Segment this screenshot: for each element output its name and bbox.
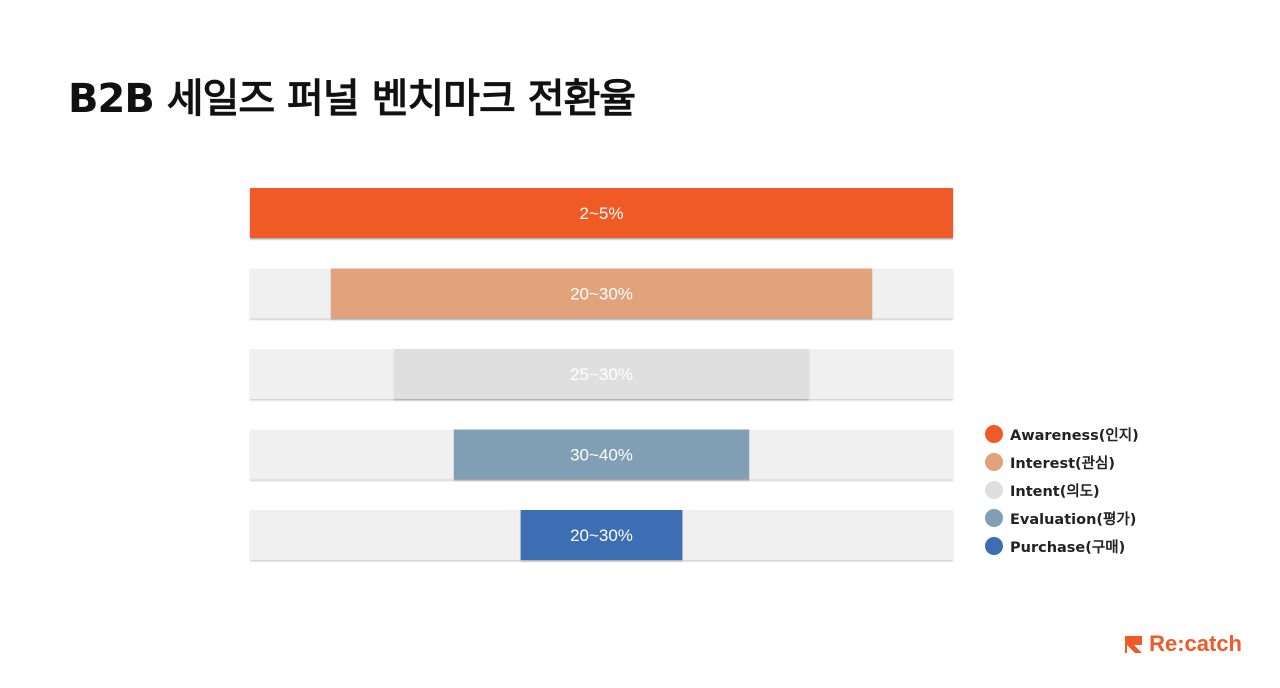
- legend-item: Interest(관심): [985, 452, 1139, 472]
- legend-item: Awareness(인지): [985, 424, 1139, 444]
- funnel-stage-2: 25~30%: [250, 349, 953, 399]
- legend-swatch: [985, 481, 1003, 499]
- funnel-bar: [453, 429, 750, 480]
- legend-item: Intent(의도): [985, 480, 1139, 500]
- funnel-stage-1: 20~30%: [250, 268, 953, 319]
- funnel-data-label: 20~30%: [570, 526, 633, 545]
- page-title: B2B 세일즈 퍼널 벤치마크 전환율: [68, 76, 636, 122]
- legend-label: Purchase(구매): [1010, 539, 1126, 556]
- funnel-data-label: 30~40%: [570, 446, 633, 465]
- legend-item: Purchase(구매): [985, 536, 1139, 556]
- funnel-bar: [394, 349, 809, 399]
- funnel-data-label: 25~30%: [570, 365, 633, 384]
- legend-item: Evaluation(평가): [985, 508, 1139, 528]
- brand-name: Re:catch: [1149, 631, 1242, 656]
- legend-label: Awareness(인지): [1010, 427, 1139, 444]
- funnel-data-label: 20~30%: [570, 285, 633, 304]
- funnel-bar: [250, 188, 953, 238]
- funnel-stage-0: 2~5%: [250, 188, 953, 238]
- legend-swatch: [985, 425, 1003, 443]
- chart-legend: Awareness(인지) Interest(관심) Intent(의도) Evalu…: [985, 424, 1139, 556]
- funnel-data-label: 2~5%: [580, 204, 624, 223]
- funnel-bar: [520, 510, 683, 560]
- funnel-stage-4: 20~30%: [250, 510, 953, 560]
- brand-mark-icon: [1125, 635, 1143, 653]
- funnel-bar: [330, 268, 873, 319]
- legend-label: Evaluation(평가): [1010, 511, 1137, 528]
- legend-label: Intent(의도): [1010, 483, 1100, 500]
- legend-swatch: [985, 537, 1003, 555]
- funnel-stage-3: 30~40%: [250, 429, 953, 480]
- legend-label: Interest(관심): [1010, 455, 1115, 472]
- legend-swatch: [985, 509, 1003, 527]
- legend-swatch: [985, 453, 1003, 471]
- brand-logo: Re:catch: [1125, 631, 1242, 657]
